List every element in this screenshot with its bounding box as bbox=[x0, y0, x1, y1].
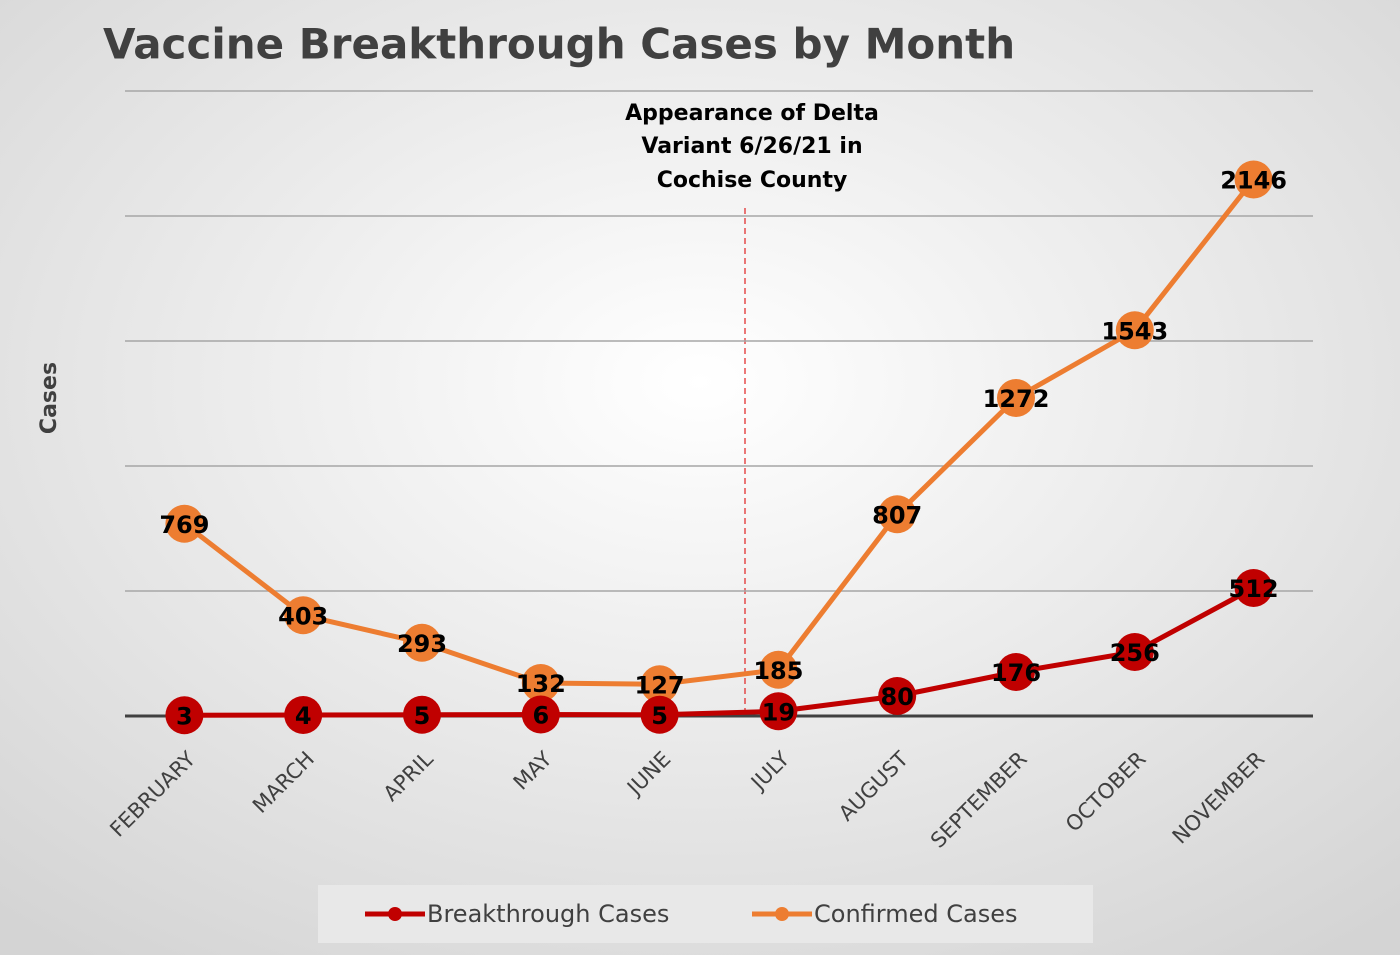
series-line bbox=[184, 585, 1255, 718]
marker bbox=[640, 665, 679, 704]
legend-marker bbox=[388, 907, 402, 921]
marker bbox=[1234, 160, 1273, 199]
annotation: Variant 6/26/21 in bbox=[641, 134, 862, 159]
marker bbox=[1115, 633, 1154, 671]
data-label: 1272 bbox=[983, 385, 1050, 413]
marker bbox=[1234, 569, 1273, 607]
legend bbox=[318, 885, 1093, 943]
data-label: 403 bbox=[278, 602, 328, 630]
marker bbox=[878, 495, 917, 534]
series-line bbox=[182, 177, 1256, 687]
marker bbox=[521, 695, 560, 734]
marker bbox=[165, 504, 204, 543]
data-label: 5 bbox=[414, 702, 431, 730]
marker bbox=[1115, 311, 1154, 350]
data-label: 1543 bbox=[1101, 317, 1168, 345]
marker bbox=[403, 623, 441, 662]
data-label: 132 bbox=[516, 670, 566, 698]
marker bbox=[878, 677, 917, 715]
marker bbox=[521, 664, 560, 702]
annotation: Cochise County bbox=[657, 168, 848, 193]
data-label: 2146 bbox=[1220, 167, 1287, 195]
data-label: 807 bbox=[872, 501, 922, 529]
data-label: 512 bbox=[1229, 575, 1279, 603]
marker bbox=[997, 379, 1035, 417]
marker bbox=[759, 692, 798, 731]
marker bbox=[403, 695, 441, 734]
legend-label: Breakthrough Cases bbox=[427, 900, 669, 928]
data-label: 769 bbox=[159, 511, 209, 539]
annotation: Appearance of Delta bbox=[625, 101, 879, 126]
data-label: 6 bbox=[532, 702, 549, 730]
data-label: 5 bbox=[651, 702, 668, 730]
data-label: 256 bbox=[1110, 639, 1160, 667]
legend-items: Breakthrough Cases Confirmed Cases bbox=[365, 900, 1017, 928]
data-label: 4 bbox=[295, 702, 312, 730]
data-label: 293 bbox=[397, 630, 447, 658]
data-label: 185 bbox=[753, 657, 803, 685]
marker bbox=[284, 696, 323, 734]
data-label: 3 bbox=[176, 702, 193, 730]
marker bbox=[284, 596, 323, 635]
data-label: 80 bbox=[880, 683, 913, 711]
marker bbox=[759, 650, 798, 689]
marker bbox=[997, 653, 1035, 691]
y-axis-label: Cases bbox=[37, 362, 62, 434]
legend-marker bbox=[775, 907, 789, 921]
legend-label: Confirmed Cases bbox=[814, 900, 1017, 928]
data-label: 176 bbox=[991, 659, 1041, 687]
marker bbox=[165, 696, 204, 735]
marker bbox=[640, 695, 679, 734]
data-label: 127 bbox=[635, 671, 685, 699]
chart-title: Vaccine Breakthrough Cases by Month bbox=[103, 20, 1015, 69]
data-label: 19 bbox=[762, 698, 795, 726]
